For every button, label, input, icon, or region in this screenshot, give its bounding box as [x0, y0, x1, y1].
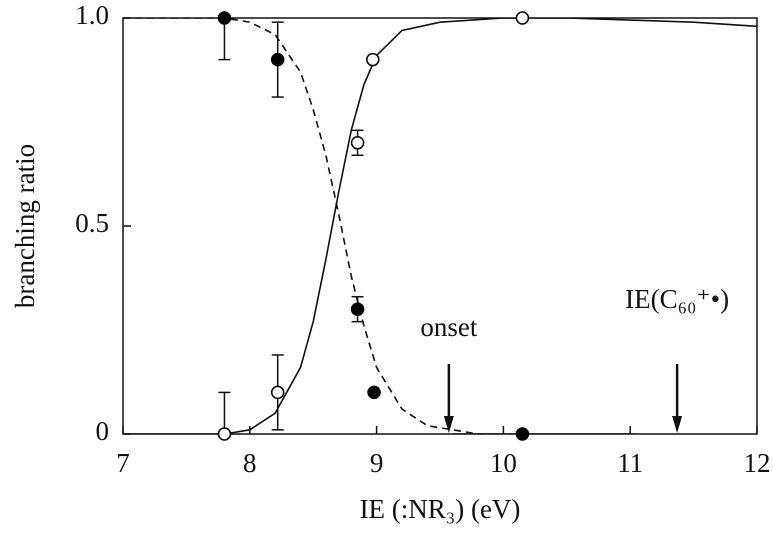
- x-axis-label: IE (:NR₃) (eV): [360, 494, 521, 524]
- annotation-arrowhead: [672, 416, 683, 433]
- annotation-arrowhead: [443, 416, 454, 433]
- y-axis-label: branching ratio: [10, 144, 40, 308]
- fit-curve: [123, 18, 757, 434]
- x-tick-label: 7: [116, 448, 130, 478]
- data-point: [270, 385, 285, 400]
- fit-curve: [123, 18, 504, 434]
- x-tick-label: 8: [243, 448, 257, 478]
- data-point: [367, 385, 381, 400]
- plot-frame: [122, 17, 758, 435]
- data-point: [366, 52, 380, 67]
- annotation-label: IE(C₆₀⁺•): [625, 284, 729, 314]
- x-tick-label: 11: [617, 448, 643, 478]
- data-point: [350, 136, 365, 150]
- y-tick-label: 0.5: [75, 208, 109, 238]
- data-point: [217, 427, 232, 441]
- data-point: [515, 427, 530, 441]
- data-point: [217, 11, 232, 25]
- y-tick-label: 0: [96, 416, 110, 446]
- data-point: [270, 52, 285, 67]
- data-point: [350, 302, 365, 316]
- plot-area: [123, 18, 757, 434]
- y-tick-label: 1.0: [75, 0, 109, 30]
- annotation-label: onset: [420, 312, 477, 342]
- x-tick-label: 9: [370, 448, 384, 478]
- data-point: [515, 11, 530, 25]
- x-tick-label: 12: [744, 448, 771, 478]
- x-tick-label: 10: [490, 448, 517, 478]
